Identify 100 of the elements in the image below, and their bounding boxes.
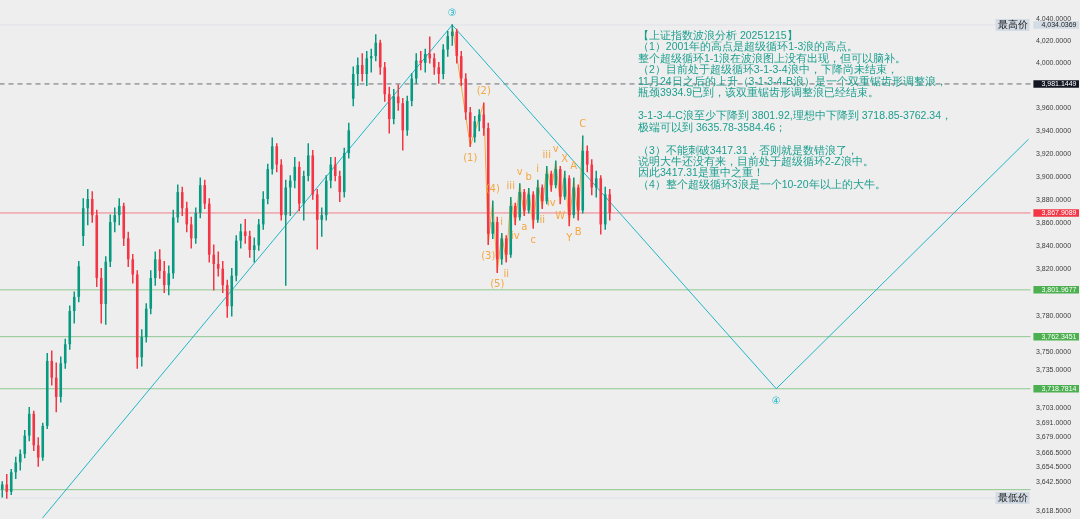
candlestick [23,430,27,459]
candlestick [36,437,40,467]
annotation: (3) [481,250,496,262]
annotation: v [516,166,523,178]
annotation: 3-1-3-4-C浪至少下降到 3801.92,理想中下降到 3718.85-3762.34， [638,109,953,122]
candlestick [374,34,378,62]
candlestick [522,189,526,216]
candlestick [18,449,22,471]
candlestick [126,231,130,268]
candlestick [180,186,184,216]
candlestick [212,244,216,291]
annotation: iii [542,148,551,160]
candlestick [27,407,31,442]
annotation: iv [546,196,556,208]
candlestick [410,73,414,107]
candlestick [540,184,544,209]
candlestick [563,170,567,200]
candlestick [333,156,337,182]
candlestick [225,279,229,318]
candlestick [248,230,252,258]
candlestick [360,53,364,82]
annotation: (2) [476,85,491,97]
annotation: iv [510,230,520,242]
candlestick [158,249,162,279]
candlestick [594,170,598,198]
candlestick [50,350,54,386]
candlestick [554,160,558,189]
candlestick [513,202,517,226]
ref-line-label: 最低价 [997,492,1028,504]
candlestick [527,187,531,214]
candlestick [185,201,189,233]
candlestick [500,232,504,265]
candlestick [221,260,225,293]
candlestick [423,48,427,73]
candlestick [365,50,369,86]
candlestick [113,207,117,233]
annotation: 瓶颈3934.9已到，该双重锯齿形调整浪已经结束。 [638,86,880,99]
candlestick [491,200,495,240]
candlestick [446,30,450,57]
annotation: 极端可以到 3635.78-3584.46； [637,120,787,133]
annotation: v [552,143,559,155]
candlestick [356,57,360,86]
candlestick [419,50,423,71]
candlestick [72,291,76,324]
candlestick [14,456,18,480]
candlestick [252,237,256,263]
annotation: 11月24日之后的上升（3-1-3-4-B浪）是一个双重锯齿形调整浪， [638,74,947,87]
candlestick [275,143,279,173]
candlestick [477,109,481,132]
candlestick [437,62,441,84]
annotation: W [555,209,566,221]
candlestick [450,24,454,46]
candlestick [504,235,508,263]
candlestick [239,223,243,249]
candlestick [590,159,594,196]
candlestick [63,338,67,369]
candlestick [86,189,90,226]
annotation: b [525,170,532,182]
candlestick [459,50,463,86]
candlestick [392,88,396,125]
candlestick [243,219,247,244]
candlestick [90,191,94,223]
candlestick [167,265,171,296]
candlestick [306,143,310,182]
candlestick [54,362,58,413]
annotation: ④ [771,394,781,406]
candlestick [288,175,292,216]
candlestick [162,260,166,293]
candlestick [414,53,418,84]
annotation: （2）目前处于超级循环3-1-3-4浪中，下降尚未结束， [638,63,898,76]
annotation: C [579,118,587,130]
candlestick [432,53,436,75]
annotation: i [500,215,504,227]
candlestick [117,198,121,226]
candlestick [585,145,589,173]
annotation: i [536,162,540,174]
candlestick [396,84,400,111]
annotation: 因此3417.31是重中之重！ [638,166,764,179]
annotation: 【上证指数波浪分析 20251215】 [638,29,798,41]
annotation: (1) [463,152,478,164]
candlestick [428,36,432,64]
candlestick [473,116,477,143]
candlestick [369,48,373,73]
candlestick [320,207,324,237]
annotation: ii [503,267,510,279]
annotation: A [570,160,578,172]
annotation: （1）2001年的高点是超级循环1-3浪的高点。 [638,40,859,53]
annotation: c [530,233,536,245]
annotation: B [574,225,582,237]
candlestick [270,137,274,175]
candlestick [257,219,261,251]
annotation: (5) [490,278,505,290]
candlestick [5,473,9,499]
candlestick [482,102,486,136]
annotation: a [521,221,528,233]
candlestick [608,189,612,221]
annotation: （4）整个超级循环3浪是一个10-20年以上的大牛。 [638,177,886,190]
annotation: ii [539,214,546,226]
annotation: X [561,153,569,165]
candlestick [203,179,207,209]
